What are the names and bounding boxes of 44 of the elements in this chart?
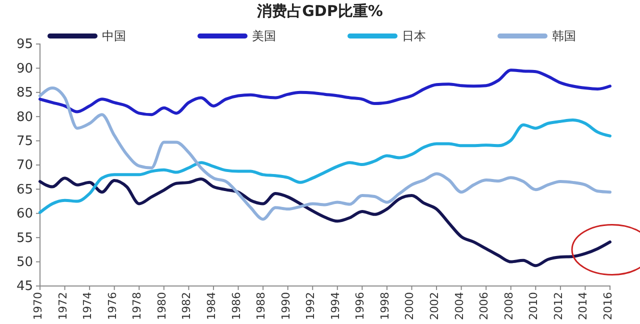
- x-tick-label: 1982: [180, 292, 194, 320]
- legend-label: 日本: [402, 29, 426, 43]
- y-tick-label: 80: [16, 110, 33, 125]
- y-tick-label: 50: [16, 254, 33, 270]
- y-tick-label: 70: [16, 158, 33, 174]
- x-tick-label: 1980: [155, 292, 168, 320]
- x-tick-label: 1998: [378, 292, 392, 320]
- x-tick-label: 2000: [403, 292, 416, 320]
- y-tick-label: 45: [16, 279, 33, 294]
- x-tick-label: 1978: [130, 292, 144, 320]
- line-series: [38, 118, 612, 214]
- y-tick-label: 65: [16, 182, 33, 198]
- x-tick-label: 2010: [527, 292, 540, 320]
- x-tick-label: 2014: [576, 292, 590, 320]
- x-tick-label: 1972: [56, 292, 70, 320]
- y-tick-label: 85: [16, 86, 33, 101]
- x-tick-label: 1994: [328, 292, 342, 320]
- x-tick-label: 1976: [106, 292, 119, 320]
- x-tick-label: 2002: [428, 292, 442, 320]
- line-series: [38, 68, 612, 116]
- y-tick-label: 75: [16, 134, 33, 149]
- y-tick-label: 60: [16, 206, 33, 222]
- x-tick-label: 1992: [304, 292, 318, 320]
- legend-label: 中国: [102, 29, 126, 43]
- y-tick-label: 55: [16, 230, 33, 246]
- x-tick-label: 1986: [230, 292, 243, 320]
- y-tick-label: 90: [16, 61, 33, 76]
- y-tick-label: 95: [16, 37, 33, 52]
- x-tick-label: 2016: [602, 292, 614, 320]
- x-tick-label: 1990: [279, 292, 292, 320]
- x-tick-label: 1988: [254, 292, 268, 320]
- x-tick-label: 2008: [502, 292, 516, 320]
- x-tick-label: 1974: [81, 292, 94, 320]
- x-tick-label: 1996: [354, 292, 367, 320]
- x-tick-label: 2004: [452, 292, 466, 320]
- chart-title: 消费占GDP比重%: [256, 2, 383, 20]
- x-tick-label: 1970: [32, 292, 44, 320]
- line-series: [38, 86, 612, 221]
- line-series: [38, 176, 612, 268]
- legend-label: 韩国: [552, 29, 576, 43]
- x-tick-label: 2006: [478, 292, 491, 320]
- x-tick-label: 2012: [552, 292, 565, 320]
- x-tick-label: 1984: [204, 292, 218, 320]
- legend-label: 美国: [252, 29, 276, 43]
